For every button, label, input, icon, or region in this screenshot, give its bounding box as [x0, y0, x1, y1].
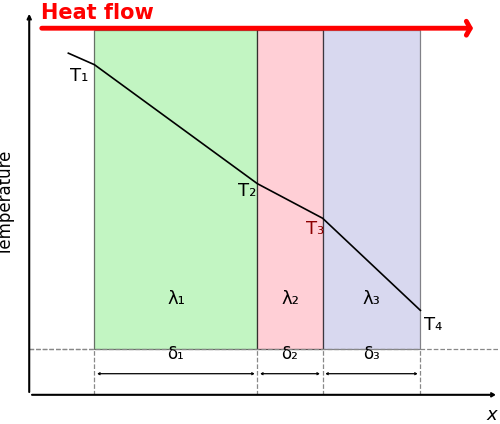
Text: δ₁: δ₁ — [168, 345, 184, 363]
Bar — [94, 30, 258, 349]
Bar — [258, 30, 322, 349]
Text: λ₃: λ₃ — [362, 290, 380, 308]
Text: Heat flow: Heat flow — [41, 3, 154, 23]
Text: δ₃: δ₃ — [363, 345, 380, 363]
Text: Temperature: Temperature — [0, 150, 16, 256]
Text: T₂: T₂ — [238, 182, 256, 200]
Bar — [322, 30, 420, 349]
Text: δ₂: δ₂ — [282, 345, 298, 363]
Text: T₄: T₄ — [424, 316, 442, 334]
Text: λ₁: λ₁ — [167, 290, 185, 308]
Text: T₁: T₁ — [70, 67, 88, 85]
Text: λ₂: λ₂ — [281, 290, 299, 308]
Text: T₃: T₃ — [306, 220, 324, 238]
Text: x: x — [487, 406, 498, 424]
